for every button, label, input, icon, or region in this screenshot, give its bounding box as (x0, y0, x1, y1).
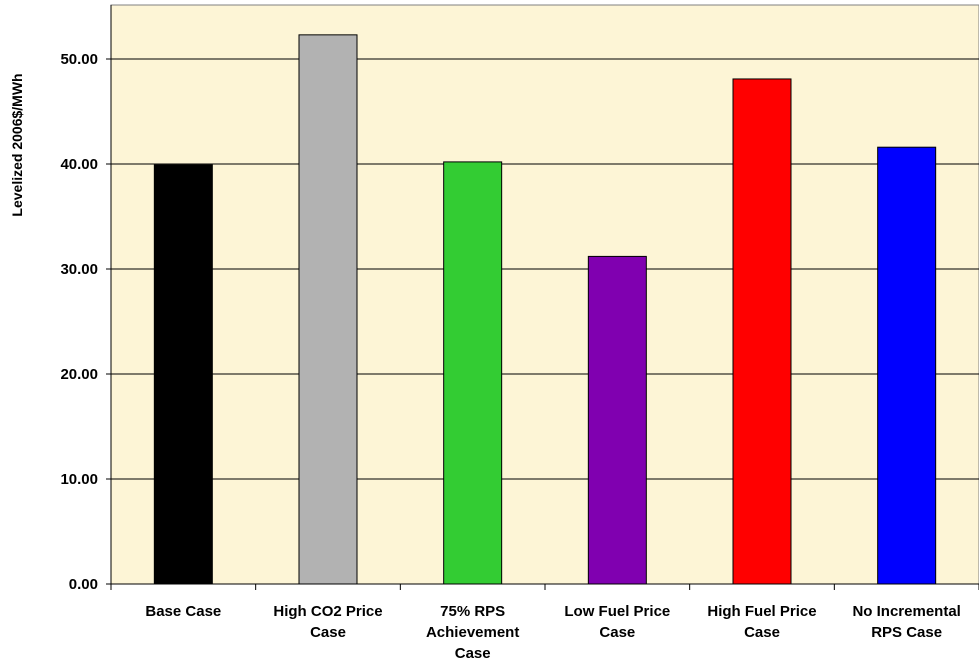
x-category-label: 75% RPS Achievement Case (426, 603, 519, 662)
x-category-label: Base Case (145, 603, 221, 620)
bar (587, 255, 647, 585)
x-category-label: Low Fuel Price Case (564, 603, 670, 641)
bar (443, 161, 503, 585)
bar (298, 34, 358, 585)
bars (153, 34, 937, 585)
x-category-label: No Incremental RPS Case (852, 603, 960, 641)
y-tick-label: 40.00 (60, 156, 98, 173)
gridlines (111, 58, 979, 480)
y-tick-label: 50.00 (60, 51, 98, 68)
x-category-labels: Base Case High CO2 Price Case 75% RPS Achiev… (145, 603, 960, 662)
plot-area (110, 4, 979, 585)
y-tick-label: 10.00 (60, 471, 98, 488)
bar (732, 78, 792, 585)
y-tick-label: 20.00 (60, 366, 98, 383)
x-category-label: High Fuel Price Case (707, 603, 816, 641)
bar (877, 146, 937, 585)
y-axis-title: Levelized 2006$/MWh (9, 73, 25, 216)
y-tick-label: 30.00 (60, 261, 98, 278)
bar (153, 164, 213, 585)
x-category-label: High CO2 Price Case (273, 603, 382, 641)
axes (106, 5, 979, 590)
y-tick-label: 0.00 (69, 576, 98, 593)
y-tick-labels: 0.00 10.00 20.00 30.00 40.00 50.00 (60, 51, 98, 593)
